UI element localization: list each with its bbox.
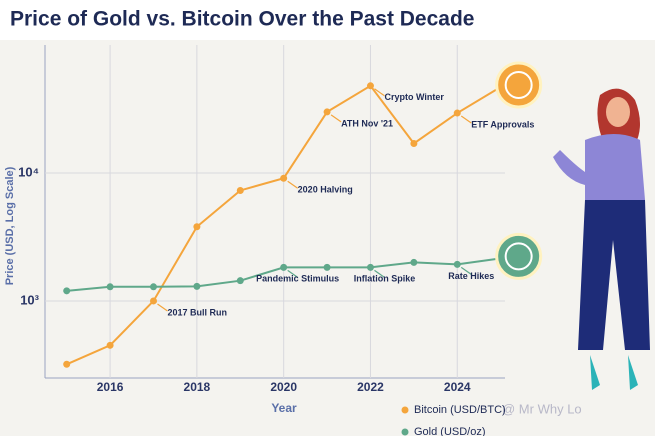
- annotation: Crypto Winter: [384, 92, 444, 102]
- annotation-arrow: [157, 303, 168, 312]
- data-point: [63, 360, 71, 368]
- data-point: [323, 108, 331, 116]
- coin-icon-inner: [504, 70, 533, 99]
- annotation: ATH Nov '21: [341, 118, 393, 128]
- annotation-arrow: [287, 180, 299, 189]
- illustration: [553, 88, 650, 390]
- annotation-arrow: [460, 115, 472, 124]
- data-point: [193, 282, 201, 290]
- data-point: [410, 258, 418, 266]
- legend-marker: [401, 428, 409, 436]
- legend-label: Bitcoin (USD/BTC): [414, 404, 506, 416]
- data-point: [323, 263, 331, 271]
- data-point: [106, 283, 114, 291]
- data-point: [149, 283, 157, 291]
- annotation: Pandemic Stimulus: [256, 274, 339, 284]
- data-point: [366, 263, 374, 271]
- coin-icon-inner: [504, 242, 533, 271]
- annotation: 2017 Bull Run: [167, 307, 227, 317]
- data-point: [193, 223, 201, 231]
- x-axis-label: Year: [271, 401, 297, 415]
- annotation-arrow: [374, 88, 385, 97]
- legend-marker: [401, 406, 409, 414]
- x-tick-label: 2018: [184, 380, 211, 394]
- x-tick-label: 2022: [357, 380, 384, 394]
- data-point: [149, 297, 157, 305]
- data-point: [236, 186, 244, 194]
- data-point: [453, 109, 461, 117]
- data-point: [366, 82, 374, 90]
- annotation-arrow: [287, 269, 299, 278]
- annotation-arrow: [460, 266, 472, 275]
- chart-title: Price of Gold vs. Bitcoin Over the Past …: [10, 8, 474, 31]
- data-point: [453, 260, 461, 268]
- watermark: @ Mr Why Lo: [502, 401, 582, 416]
- coin-icon: [495, 61, 543, 109]
- y-axis-label: Price (USD, Log Scale): [4, 166, 16, 285]
- annotation: Inflation Spike: [354, 274, 416, 284]
- data-point: [280, 174, 288, 182]
- x-tick-label: 2016: [97, 380, 124, 394]
- data-point: [236, 277, 244, 285]
- data-point: [410, 139, 418, 147]
- annotation: Rate Hikes: [448, 271, 494, 281]
- annotation-arrow: [330, 114, 342, 123]
- legend-label: Gold (USD/oz): [414, 426, 486, 436]
- title-band: [0, 0, 655, 40]
- coin-icon: [495, 232, 543, 280]
- y-tick-label: 10⁴: [18, 164, 39, 179]
- annotation: 2020 Halving: [298, 185, 353, 195]
- data-point: [106, 341, 114, 349]
- annotation: ETF Approvals: [471, 119, 534, 129]
- x-tick-label: 2020: [270, 380, 297, 394]
- data-point: [280, 263, 288, 271]
- y-tick-label: 10³: [20, 292, 39, 307]
- annotation-arrow: [374, 269, 385, 278]
- data-point: [63, 287, 71, 295]
- x-tick-label: 2024: [444, 380, 471, 394]
